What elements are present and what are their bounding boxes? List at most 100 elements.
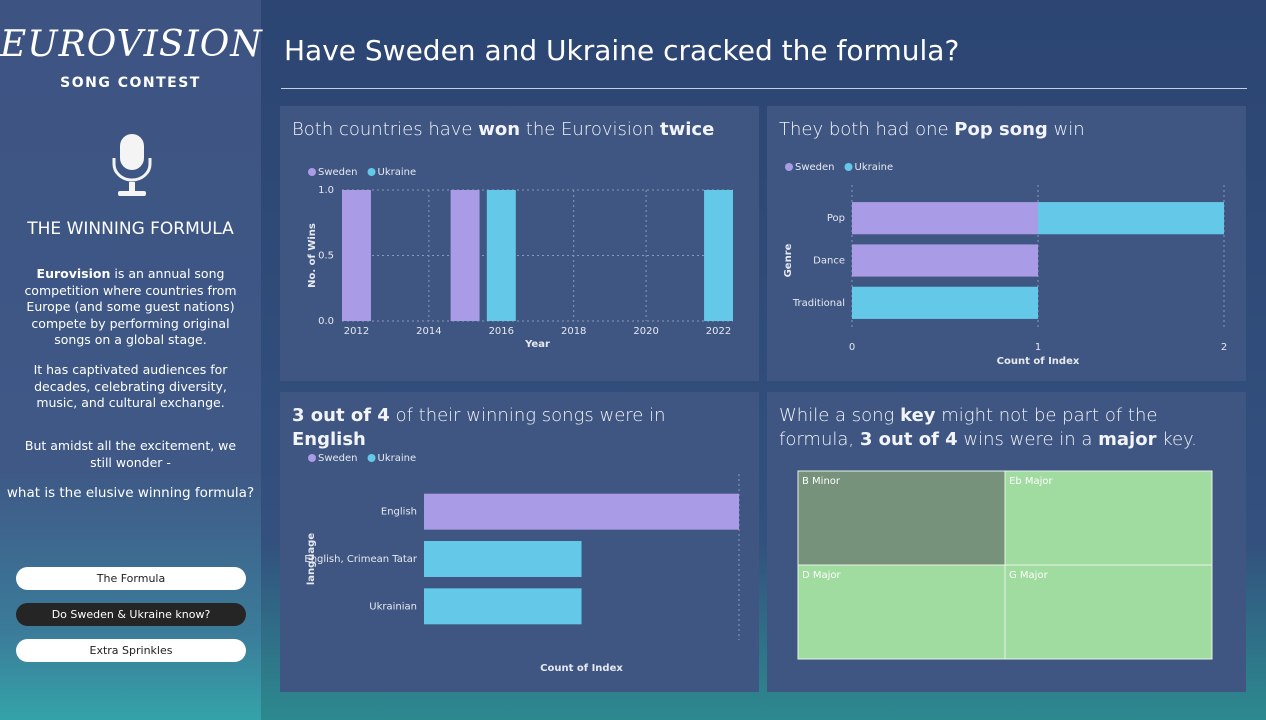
chart-panel: Both countries have won the Eurovision t… [280, 106, 759, 381]
x-tick-label: 2020 [633, 326, 658, 337]
title-part: might not be part of the formula, [779, 405, 1158, 450]
title-part: 3 out of 4 [292, 405, 390, 426]
chart-title: While a song key might not be part of th… [779, 404, 1232, 452]
legend-dot [844, 163, 853, 171]
divider [281, 88, 1247, 89]
title-part: They both had one [779, 119, 955, 140]
title-part: While a song [779, 405, 901, 426]
nav-button[interactable]: The Formula [16, 567, 246, 590]
title-part: wins were in a [957, 429, 1099, 450]
x-tick-label: 2022 [706, 326, 731, 337]
x-tick-label: 2018 [561, 326, 586, 337]
title-part: Both countries have [292, 119, 479, 140]
legend-dot [308, 168, 316, 176]
cell-label: G Major [1009, 570, 1049, 581]
legend-dot [308, 454, 316, 462]
y-tick-label: English, Crimean Tatar [304, 554, 418, 565]
legend-dot [367, 168, 376, 176]
x-tick-label: 2016 [489, 326, 514, 337]
y-tick-label: Traditional [792, 298, 845, 309]
x-axis-label: Year [524, 339, 550, 350]
question: what is the elusive winning formula? [6, 485, 255, 501]
legend-label: Ukraine [855, 162, 894, 173]
intro-bold: Eurovision [36, 266, 111, 281]
title-part: of their winning songs were in [389, 405, 666, 426]
y-tick-label: English [381, 507, 417, 518]
sidebar-heading: THE WINNING FORMULA [27, 219, 234, 239]
chart-panel: They both had one Pop song win Sweden Ukra… [767, 106, 1246, 381]
legend-label: Ukraine [378, 167, 417, 178]
bar [1038, 202, 1224, 235]
y-tick-label: Ukrainian [369, 601, 417, 612]
bar [486, 190, 516, 321]
x-tick-label: 2014 [416, 326, 441, 337]
paragraph: It has captivated audiences for decades,… [33, 362, 228, 410]
nav-button[interactable]: Do Sweden & Ukraine know? [16, 603, 246, 626]
treemap-cell [1004, 564, 1213, 660]
bar [424, 493, 739, 530]
chart-title: They both had one Pop song win [779, 118, 1232, 142]
title-part: key. [1156, 429, 1197, 450]
x-axis-label: Count of Index [540, 663, 623, 674]
title-part: the Eurovision [520, 119, 661, 140]
treemap-cell [797, 564, 1006, 660]
nav-button[interactable]: Extra Sprinkles [16, 639, 246, 662]
bar [704, 190, 733, 321]
x-tick-label: 1 [1035, 342, 1041, 353]
bar [424, 541, 582, 577]
chart-panel: While a song key might not be part of th… [767, 392, 1246, 692]
y-tick-label: Dance [813, 256, 845, 267]
x-axis-label: Count of Index [997, 356, 1080, 367]
chart-title: Both countries have won the Eurovision t… [292, 118, 745, 142]
title-part: English [292, 429, 366, 450]
legend-dot [367, 454, 376, 462]
cell-label: B Minor [802, 476, 841, 487]
intro: Eurovision is an annual song competition… [18, 266, 243, 349]
chart: Sweden Ukraine English English, Crimean Tat… [304, 453, 740, 674]
cell-label: Eb Major [1009, 476, 1053, 487]
title-part: 3 out of 4 [859, 429, 958, 450]
title-part: win [1047, 119, 1085, 140]
y-axis-label: No. of Wins [307, 223, 318, 288]
logo-subtitle: SONG CONTEST [60, 75, 201, 91]
bar [450, 190, 480, 321]
page-title: Have Sweden and Ukraine cracked the form… [284, 34, 960, 67]
chart: Sweden Ukraine 0.0 0.5 1.0 2012 2014 2016 2018 20… [307, 167, 733, 350]
title-part: key [900, 405, 936, 426]
x-tick-label: 0 [849, 342, 855, 353]
title-part: Pop song [954, 119, 1048, 140]
paragraph: But amidst all the excitement, we still … [24, 438, 237, 470]
legend-label: Sweden [795, 162, 835, 173]
x-tick-label: 2 [1221, 342, 1227, 353]
bar [852, 202, 1038, 235]
y-axis-label: language [306, 533, 317, 585]
legend-label: Sweden [318, 167, 358, 178]
y-tick-label: 0.5 [318, 251, 334, 262]
cell-label: D Major [802, 570, 842, 581]
legend-label: Sweden [318, 453, 358, 464]
y-tick-label: Pop [827, 213, 845, 224]
y-tick-label: 0.0 [318, 316, 334, 327]
title-part: twice [660, 119, 715, 140]
title-part: won [478, 119, 521, 140]
title-part: major [1098, 429, 1157, 450]
treemap-cell [1004, 470, 1213, 566]
chart: B Minor D Major Eb Major G Major [797, 470, 1213, 660]
microphone-icon [112, 134, 152, 196]
chart: Sweden Ukraine 0 1 2 Pop Dance Traditional Count… [783, 162, 1227, 367]
intro-text: is an annual song competition where coun… [24, 266, 237, 347]
x-tick-label: 2012 [344, 326, 369, 337]
logo-title: EUROVISION [0, 24, 263, 65]
chart-title: 3 out of 4 of their winning songs were i… [292, 404, 745, 452]
y-tick-label: 1.0 [318, 185, 334, 196]
legend-dot [785, 163, 793, 171]
legend-label: Ukraine [378, 453, 417, 464]
bar [852, 286, 1038, 319]
bar [342, 190, 371, 321]
bar [424, 588, 582, 625]
sidebar: EUROVISION SONG CONTEST THE WINNING FORM… [0, 0, 263, 720]
y-axis-label: Genre [783, 243, 794, 277]
bar [852, 244, 1038, 277]
chart-panel: 3 out of 4 of their winning songs were i… [280, 392, 759, 692]
